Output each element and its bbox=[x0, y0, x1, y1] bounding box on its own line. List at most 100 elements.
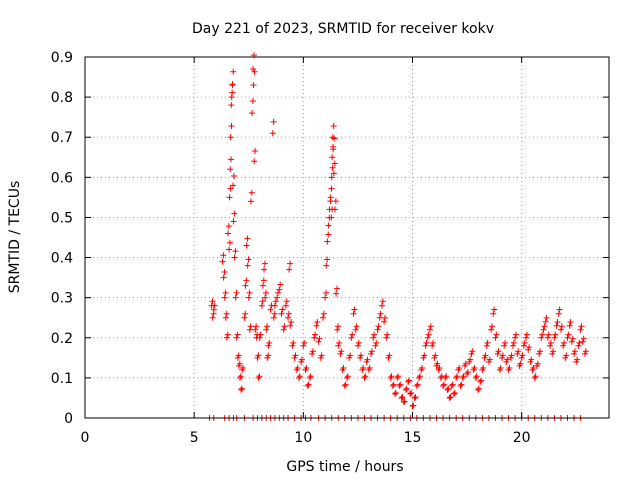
data-point bbox=[265, 352, 272, 359]
data-point bbox=[383, 334, 390, 341]
data-point bbox=[468, 350, 475, 357]
data-point bbox=[403, 385, 410, 392]
data-point bbox=[467, 356, 474, 363]
data-point bbox=[384, 331, 391, 338]
data-point bbox=[445, 385, 452, 392]
data-point bbox=[328, 214, 335, 221]
data-point bbox=[523, 334, 530, 341]
data-point bbox=[364, 356, 371, 363]
data-point bbox=[528, 356, 535, 363]
data-point bbox=[329, 164, 336, 171]
data-point bbox=[294, 364, 301, 371]
data-point bbox=[475, 385, 482, 392]
data-point bbox=[276, 286, 283, 293]
data-point bbox=[231, 210, 238, 217]
data-point bbox=[331, 206, 338, 213]
data-point bbox=[269, 130, 276, 137]
data-point bbox=[288, 319, 295, 326]
y-tick-label: 0.3 bbox=[51, 291, 73, 307]
data-point bbox=[392, 390, 399, 397]
data-point bbox=[414, 381, 421, 388]
data-point bbox=[520, 342, 527, 349]
data-point bbox=[221, 268, 228, 275]
data-point bbox=[538, 334, 545, 341]
data-point bbox=[532, 373, 539, 380]
data-point bbox=[508, 352, 515, 359]
data-point bbox=[401, 398, 408, 405]
data-point bbox=[236, 360, 243, 367]
data-point bbox=[449, 381, 456, 388]
data-point bbox=[551, 334, 558, 341]
data-point bbox=[255, 352, 262, 359]
data-point bbox=[305, 381, 312, 388]
data-point bbox=[379, 298, 386, 305]
data-point bbox=[243, 277, 250, 284]
data-point bbox=[247, 198, 254, 205]
data-point bbox=[283, 298, 290, 305]
data-point bbox=[488, 323, 495, 330]
data-point bbox=[378, 302, 385, 309]
data-point bbox=[296, 373, 303, 380]
data-point bbox=[281, 323, 288, 330]
data-point bbox=[396, 382, 403, 389]
data-point bbox=[484, 339, 491, 346]
data-point bbox=[381, 314, 388, 321]
data-point bbox=[579, 338, 586, 345]
data-point bbox=[323, 289, 330, 296]
y-tick-label: 0.2 bbox=[51, 331, 73, 347]
data-point bbox=[228, 122, 235, 129]
data-point bbox=[223, 334, 230, 341]
data-point bbox=[488, 326, 495, 333]
x-tick-label: 20 bbox=[513, 430, 531, 446]
data-point bbox=[362, 373, 369, 380]
data-point bbox=[443, 373, 450, 380]
data-point bbox=[408, 389, 415, 396]
data-point bbox=[222, 289, 229, 296]
x-tick-label: 10 bbox=[294, 430, 312, 446]
data-point bbox=[347, 352, 354, 359]
data-point bbox=[251, 158, 258, 165]
data-point bbox=[440, 381, 447, 388]
data-point bbox=[225, 230, 232, 237]
data-point bbox=[233, 289, 240, 296]
data-point bbox=[395, 373, 402, 380]
data-point bbox=[228, 94, 235, 101]
data-point bbox=[258, 302, 265, 309]
data-point bbox=[399, 394, 406, 401]
data-point bbox=[286, 266, 293, 273]
data-point bbox=[515, 348, 522, 355]
data-point bbox=[335, 323, 342, 330]
data-point bbox=[229, 82, 236, 89]
y-axis-label: SRMTID / TECUs bbox=[7, 181, 23, 294]
data-point bbox=[252, 148, 259, 155]
data-point bbox=[377, 310, 384, 317]
data-point bbox=[450, 390, 457, 397]
data-point bbox=[337, 350, 344, 357]
data-point bbox=[245, 256, 252, 263]
data-point bbox=[259, 298, 266, 305]
data-point bbox=[349, 331, 356, 338]
data-point bbox=[456, 364, 463, 371]
data-point bbox=[497, 364, 504, 371]
data-point bbox=[581, 350, 588, 357]
data-point bbox=[521, 339, 528, 346]
data-point bbox=[413, 382, 420, 389]
data-point bbox=[230, 218, 237, 225]
data-point bbox=[228, 102, 235, 109]
data-point bbox=[270, 314, 277, 321]
y-tick-label: 0 bbox=[64, 411, 73, 427]
data-point bbox=[575, 342, 582, 349]
data-point bbox=[257, 331, 264, 338]
data-point bbox=[436, 364, 443, 371]
data-point bbox=[344, 373, 351, 380]
data-point bbox=[555, 310, 562, 317]
y-tick-label: 0.9 bbox=[51, 50, 73, 66]
data-point bbox=[351, 306, 358, 313]
data-point bbox=[454, 373, 461, 380]
data-point bbox=[424, 334, 431, 341]
data-point bbox=[309, 348, 316, 355]
data-point bbox=[333, 285, 340, 292]
data-point bbox=[332, 198, 339, 205]
data-point bbox=[405, 378, 412, 385]
data-point bbox=[544, 334, 551, 341]
